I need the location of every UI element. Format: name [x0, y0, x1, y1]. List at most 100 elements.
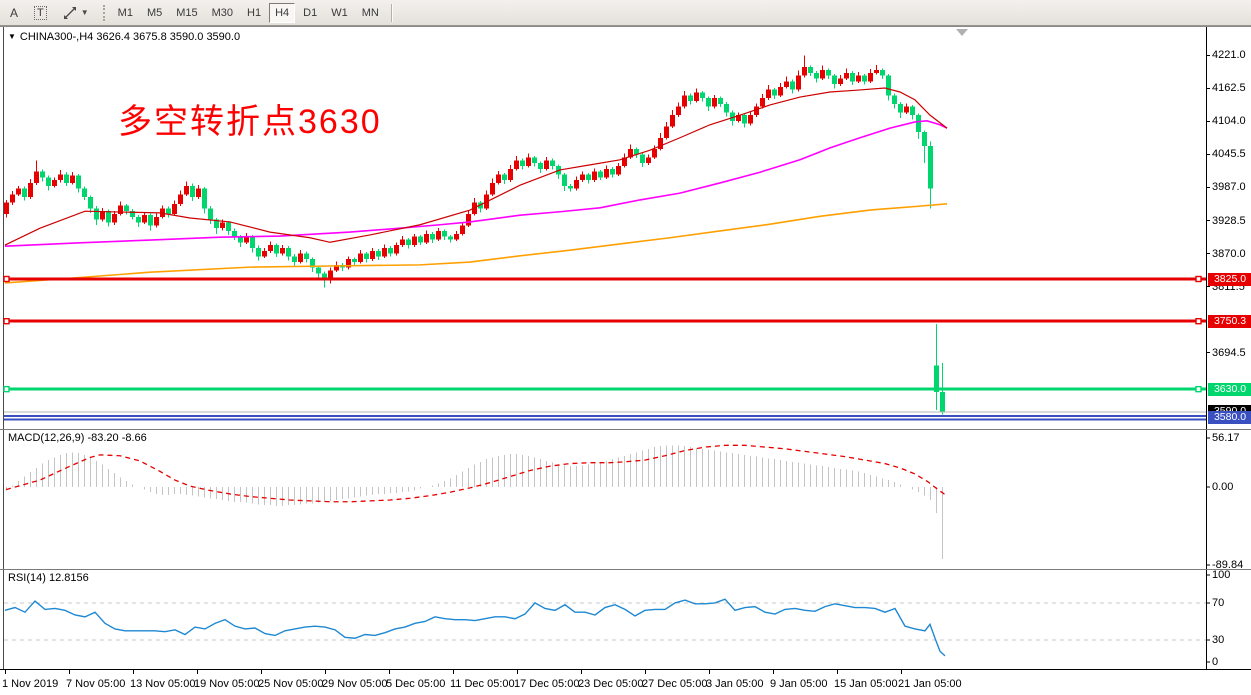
- timeframe-button-m1[interactable]: M1: [117, 6, 133, 19]
- timeframe-button-w1[interactable]: W1: [331, 6, 348, 19]
- candle-body: [298, 253, 303, 263]
- timeframe-button-m15[interactable]: M15: [176, 6, 198, 19]
- crosshair-tool-button[interactable]: ▼: [57, 3, 95, 23]
- text-tool-button[interactable]: A: [4, 3, 24, 23]
- candle-body: [370, 250, 375, 260]
- candle-body: [646, 157, 651, 164]
- candle-body: [310, 259, 315, 268]
- candle-body: [448, 236, 453, 240]
- timeframe-button-h1[interactable]: H1: [247, 6, 262, 19]
- candle-body: [712, 98, 717, 107]
- macd-signal-line: [5, 444, 946, 503]
- chart-annotation-text[interactable]: 多空转折点3630: [118, 103, 382, 141]
- date-tick-label[interactable]: 3 Jan 05:00: [706, 678, 764, 690]
- timeframe-button-d1[interactable]: D1: [303, 6, 318, 19]
- date-tick-label[interactable]: 11 Dec 05:00: [450, 678, 515, 690]
- date-tick-label[interactable]: 1 Nov 2019: [2, 678, 59, 690]
- candle-body: [292, 256, 297, 263]
- candle-body: [610, 168, 615, 175]
- candle-body: [460, 225, 465, 234]
- price-line-handle[interactable]: [1195, 275, 1202, 283]
- candle-body: [802, 67, 807, 76]
- price-line-handle[interactable]: [3, 385, 10, 393]
- date-tick-label[interactable]: 27 Dec 05:00: [642, 678, 708, 690]
- timeframe-button-h4[interactable]: H4: [269, 2, 296, 23]
- candle-body: [532, 157, 537, 164]
- candle-body: [520, 160, 525, 166]
- date-tick-label[interactable]: 7 Nov 05:00: [66, 678, 126, 690]
- timeframe-button-mn[interactable]: MN: [361, 6, 379, 19]
- price-tick-label: 4104.0: [1212, 115, 1246, 128]
- date-tick-label[interactable]: 19 Nov 05:00: [194, 678, 260, 690]
- candle-body: [688, 95, 693, 102]
- candle-body: [748, 115, 753, 124]
- candle-body: [538, 163, 543, 169]
- candle-body: [862, 75, 867, 82]
- symbol-dropdown-icon[interactable]: ▼: [8, 32, 16, 41]
- price-line-handle[interactable]: [1195, 318, 1202, 325]
- candle-body: [112, 214, 117, 223]
- candle-body: [352, 259, 357, 263]
- timeframe-button-m5[interactable]: M5: [146, 6, 163, 19]
- candle-body: [580, 174, 585, 181]
- candle-body: [76, 175, 81, 189]
- text-tool-icon: A: [10, 5, 19, 20]
- candle-body: [406, 239, 411, 246]
- candle-body: [652, 149, 657, 158]
- candle-body: [154, 216, 159, 226]
- double-arrow-icon: [63, 6, 77, 20]
- date-tick-label[interactable]: 21 Jan 05:00: [898, 678, 962, 690]
- candle-body: [328, 270, 333, 279]
- top-toolbar: A T ▼ M1 M5 M15 M30 H1 H4 D1 W1 MN: [0, 0, 1251, 26]
- date-tick-label[interactable]: 9 Jan 05:00: [770, 678, 828, 690]
- candle-body: [838, 78, 843, 85]
- candle-body: [232, 230, 237, 237]
- candle-body: [4, 202, 9, 215]
- candle-body: [286, 247, 291, 257]
- price-line-handle[interactable]: [3, 275, 10, 283]
- candle-body: [364, 253, 369, 260]
- date-tick-label[interactable]: 23 Dec 05:00: [578, 678, 644, 690]
- candle-body: [178, 194, 183, 204]
- candle-body: [706, 98, 711, 107]
- candle-body: [928, 146, 933, 189]
- candle-body: [202, 188, 207, 209]
- date-tick-label[interactable]: 5 Dec 05:00: [386, 678, 446, 690]
- price-tick-label: 4221.0: [1212, 49, 1246, 62]
- date-tick-label[interactable]: 29 Nov 05:00: [322, 678, 388, 690]
- ma-slow-orange-line: [4, 203, 948, 284]
- rsi-tick-label: 0: [1212, 656, 1219, 668]
- price-badge-3580.0: 3580.0: [1208, 410, 1251, 424]
- candle-body: [844, 72, 849, 79]
- candle-body: [832, 75, 837, 85]
- candle-body: [58, 174, 63, 181]
- candle-body: [910, 106, 915, 116]
- candle-body: [922, 132, 927, 147]
- macd-indicator-label: MACD(12,26,9) -83.20 -8.66: [8, 432, 147, 444]
- candle-body: [268, 245, 273, 251]
- symbol-ohlc-text: CHINA300-,H4 3626.4 3675.8 3590.0 3590.0: [19, 31, 241, 43]
- timeframe-group: M1 M5 M15 M30 H1 H4 D1 W1 MN: [111, 2, 386, 23]
- date-tick-label[interactable]: 25 Nov 05:00: [258, 678, 324, 690]
- candle-body: [418, 236, 423, 243]
- price-line-handle[interactable]: [1195, 385, 1202, 393]
- chart-title: ▼ CHINA300-,H4 3626.4 3675.8 3590.0 3590.…: [8, 31, 240, 43]
- timeframe-button-m30[interactable]: M30: [211, 6, 234, 19]
- candle-body: [628, 149, 633, 158]
- chart-shift-marker-icon[interactable]: [956, 29, 968, 36]
- candle-body: [568, 185, 573, 189]
- date-tick-label[interactable]: 17 Dec 05:00: [514, 678, 580, 690]
- date-tick-label[interactable]: 13 Nov 05:00: [130, 678, 196, 690]
- candle-body: [778, 86, 783, 96]
- candle-body: [760, 98, 765, 107]
- candle-body: [244, 236, 249, 243]
- candle-body: [214, 219, 219, 229]
- candle-body: [142, 215, 147, 223]
- toolbar-gripper[interactable]: [102, 4, 105, 21]
- price-line-handle[interactable]: [3, 318, 10, 325]
- candle-body: [208, 208, 213, 220]
- text-label-tool-button[interactable]: T: [28, 3, 53, 23]
- date-tick-label[interactable]: 15 Jan 05:00: [834, 678, 898, 690]
- rsi-tick-label: 70: [1212, 596, 1225, 609]
